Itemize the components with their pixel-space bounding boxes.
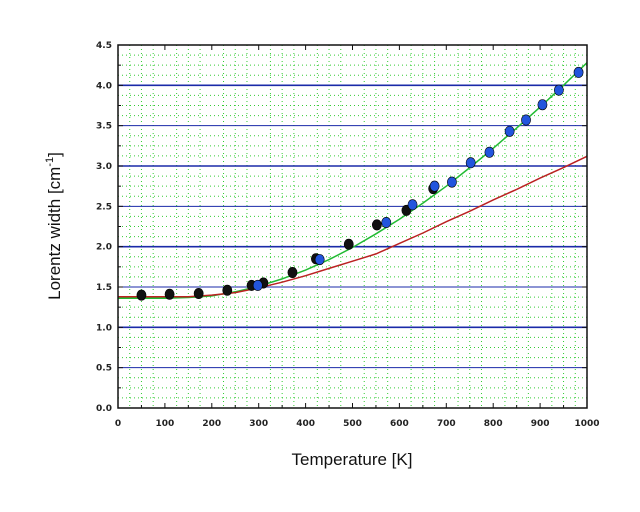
y-tick-label: 4.0 xyxy=(96,81,112,91)
data-point xyxy=(343,238,354,250)
data-point xyxy=(381,216,392,228)
x-tick-label: 200 xyxy=(202,419,221,429)
y-tick-label: 3.0 xyxy=(96,162,112,172)
series-line xyxy=(118,62,588,300)
y-tick-label: 1.0 xyxy=(96,323,112,333)
data-point xyxy=(136,289,147,301)
data-point xyxy=(407,199,418,211)
x-tick-label: 500 xyxy=(343,419,362,429)
data-point xyxy=(164,288,175,300)
x-tick-label: 100 xyxy=(156,419,175,429)
x-tick-label: 900 xyxy=(531,419,550,429)
y-axis-label-sup: -1 xyxy=(44,157,56,167)
data-point xyxy=(429,180,440,192)
data-point xyxy=(447,176,457,188)
data-point xyxy=(222,284,233,296)
data-point xyxy=(252,279,263,291)
data-point xyxy=(537,99,548,111)
tick-labels: 0 100 200 300 400 500 600 700 800 900 1000 0.0 0.5 1.… xyxy=(96,41,599,429)
y-tick-label: 4.5 xyxy=(96,41,112,51)
y-tick-label: 2.5 xyxy=(96,202,112,212)
x-tick-label: 600 xyxy=(390,419,409,429)
data-point xyxy=(465,157,476,169)
y-tick-label: 1.5 xyxy=(96,283,112,293)
data-point xyxy=(314,254,325,266)
y-tick-label: 3.5 xyxy=(96,122,112,132)
data-point xyxy=(287,266,298,278)
data-point xyxy=(521,114,531,126)
y-tick-label: 0.0 xyxy=(96,404,112,414)
data-point xyxy=(553,84,564,96)
series-line xyxy=(118,155,588,298)
x-tick-label: 300 xyxy=(249,419,268,429)
y-axis-label-close: ] xyxy=(45,152,64,157)
x-axis-label: Temperature [K] xyxy=(292,450,413,469)
x-tick-label: 1000 xyxy=(574,419,599,429)
plot-points xyxy=(136,66,584,301)
plot-lines xyxy=(118,62,588,300)
x-tick-label: 700 xyxy=(437,419,456,429)
data-point xyxy=(484,146,495,158)
data-point xyxy=(371,219,382,231)
y-axis-label: Lorentz width [cm-1] xyxy=(44,152,64,300)
data-point xyxy=(504,125,515,137)
data-point xyxy=(193,287,204,299)
x-tick-label: 800 xyxy=(484,419,503,429)
ticks xyxy=(117,44,588,409)
x-tick-label: 0 xyxy=(115,419,121,429)
data-point xyxy=(573,66,584,78)
y-axis-label-main: Lorentz width [cm xyxy=(45,167,64,300)
minor-grid xyxy=(118,45,587,408)
x-tick-label: 400 xyxy=(296,419,315,429)
y-tick-label: 2.0 xyxy=(96,243,112,253)
y-tick-label: 0.5 xyxy=(96,364,112,374)
